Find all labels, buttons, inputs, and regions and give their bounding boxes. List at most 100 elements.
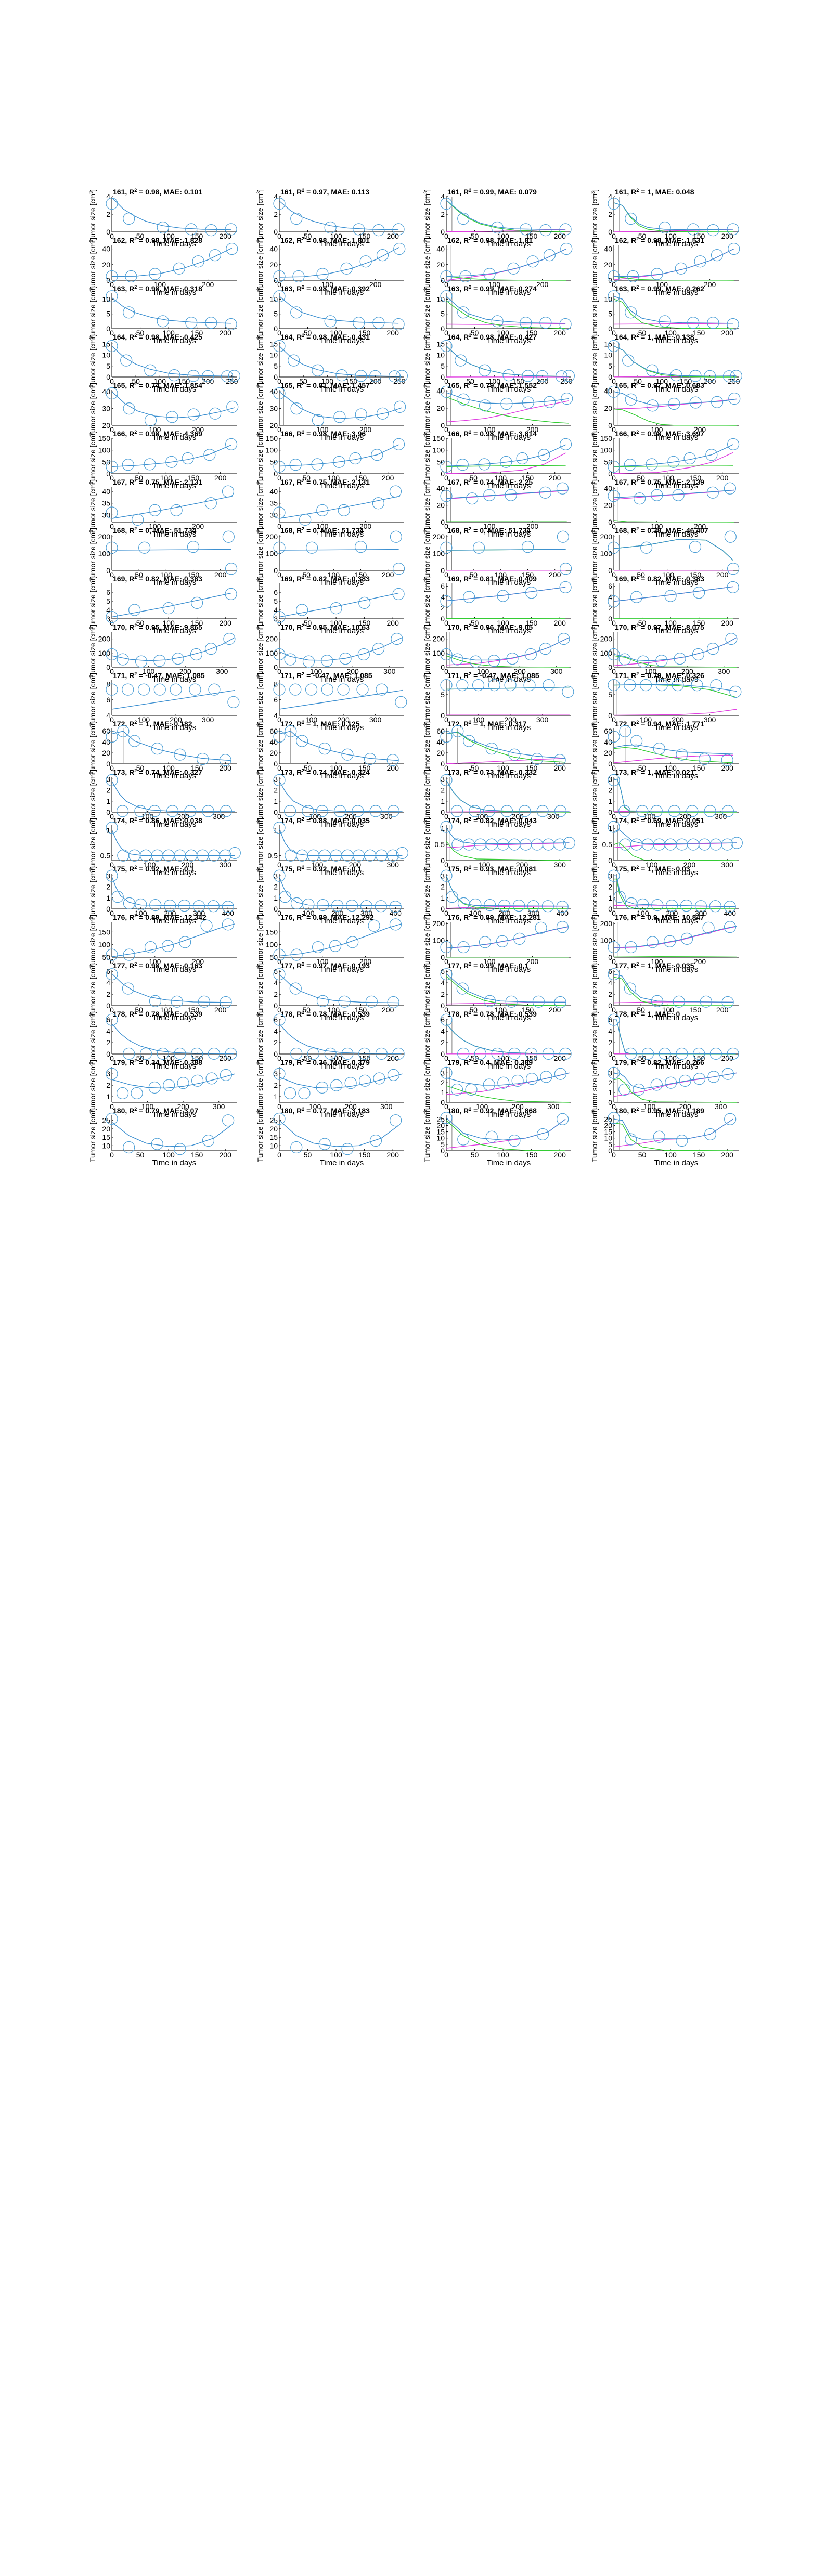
data-point — [106, 1013, 118, 1026]
panel-title: 170, R2 = 0.95, MAE: 9.865 — [113, 623, 202, 631]
x-axis-label: Time in days — [654, 868, 698, 877]
x-tick-label: 0 — [110, 522, 114, 530]
plot-area — [446, 922, 570, 958]
data-point — [360, 900, 373, 913]
x-tick-label: 200 — [220, 764, 232, 772]
fit-line — [112, 297, 231, 324]
data-point — [711, 396, 724, 408]
data-point — [693, 587, 705, 599]
y-tick-label: 40 — [269, 738, 278, 746]
x-axis-label: Time in days — [320, 627, 364, 635]
y-axis-label: Tumor size [cm3] — [256, 673, 264, 727]
data-point — [440, 869, 453, 882]
data-point — [165, 456, 178, 468]
panel-title: 180, R2 = 0.77, MAE: 3.183 — [280, 1107, 370, 1115]
y-tick-label: 4 — [274, 711, 278, 720]
x-tick-label: 0 — [444, 425, 448, 434]
y-tick-label: 3 — [608, 775, 612, 783]
fit-line — [112, 391, 235, 419]
panel-title: 175, R2 = 0.93, MAE: 0.081 — [447, 865, 537, 873]
x-tick-label: 300 — [213, 812, 225, 821]
data-point — [358, 1047, 371, 1060]
x-tick-label: 50 — [471, 764, 479, 772]
data-point — [457, 1047, 470, 1060]
data-point — [440, 460, 453, 473]
x-tick-label: 200 — [214, 474, 227, 482]
data-point — [123, 948, 135, 961]
data-point — [619, 725, 631, 737]
y-tick-label: 3 — [106, 1070, 110, 1078]
x-tick-label: 0 — [612, 667, 616, 675]
y-tick-label: 0 — [608, 373, 612, 381]
y-tick-label: 0 — [608, 228, 612, 236]
y-tick-label: 2 — [106, 786, 110, 795]
y-tick-label: 4 — [106, 1027, 110, 1035]
y-tick-label: 5 — [608, 362, 612, 370]
data-point — [376, 683, 388, 696]
y-axis-label: Tumor size [cm3] — [256, 286, 264, 340]
x-tick-label: 100 — [330, 764, 342, 772]
x-tick-label: 0 — [444, 522, 448, 530]
x-tick-label: 100 — [154, 377, 166, 385]
y-tick-label: 0 — [441, 856, 445, 865]
data-point — [560, 242, 573, 255]
x-tick-label: 150 — [693, 329, 705, 337]
panel-title: 174, R2 = 0.69, MAE: 0.051 — [615, 816, 704, 825]
fit-line — [112, 549, 231, 551]
x-tick-label: 200 — [554, 619, 566, 627]
x-tick-label: 100 — [497, 329, 509, 337]
data-point — [189, 683, 201, 696]
panel-title: 164, R2 = 0.98, MAE: 0.427 — [447, 333, 537, 341]
y-tick-label: 2 — [274, 1081, 278, 1089]
y-tick-label: 0 — [608, 905, 612, 913]
x-tick-label: 100 — [321, 280, 334, 289]
panel-title: 170, R2 = 0.96, MAE: 9.05 — [447, 623, 533, 631]
panel-title: 163, R2 = 0.99, MAE: 0.274 — [447, 284, 537, 293]
panel-title: 176, R2 = 0.89, MAE: 12.281 — [447, 913, 541, 921]
x-tick-label: 100 — [643, 1102, 656, 1111]
data-point — [676, 748, 688, 761]
x-axis-label: Time in days — [320, 1062, 364, 1071]
x-tick-label: 200 — [549, 570, 561, 579]
resistant-component-line — [446, 490, 567, 500]
x-tick-label: 200 — [359, 522, 372, 530]
sensitive-component-line — [614, 298, 733, 329]
x-tick-label: 200 — [721, 764, 734, 772]
data-point — [273, 460, 286, 473]
y-tick-label: 4 — [106, 979, 110, 987]
y-tick-label: 0 — [441, 324, 445, 333]
x-tick-label: 50 — [304, 764, 312, 772]
x-tick-label: 0 — [110, 1151, 114, 1159]
y-tick-label: 6 — [106, 1016, 110, 1024]
data-point — [618, 805, 631, 817]
x-tick-label: 200 — [721, 232, 734, 240]
data-point — [557, 530, 569, 543]
data-point — [390, 1114, 402, 1127]
panel-title: 172, R2 = 0.94, MAE: 1.771 — [615, 720, 704, 728]
y-tick-label: 1 — [106, 826, 110, 835]
data-point — [157, 1047, 169, 1060]
data-point — [205, 317, 217, 329]
data-point — [106, 648, 118, 661]
x-tick-label: 0 — [277, 474, 281, 482]
data-point — [451, 725, 464, 737]
y-axis-label: Tumor size [cm3] — [423, 866, 431, 920]
data-point — [285, 725, 297, 737]
data-point — [704, 805, 716, 817]
data-point — [369, 1134, 382, 1147]
data-point — [502, 369, 515, 382]
panel-title: 168, R2 = 0, MAE: 51.734 — [280, 526, 364, 535]
y-tick-label: 3 — [274, 775, 278, 783]
x-tick-label: 0 — [444, 715, 448, 724]
y-tick-label: 0 — [274, 1050, 278, 1058]
x-tick-label: 0 — [612, 425, 616, 434]
panel-title: 166, R2 = 0.98, MAE: 3.697 — [615, 430, 704, 438]
data-point — [463, 735, 475, 747]
fit-line — [279, 974, 399, 1004]
x-axis-label: Time in days — [487, 1062, 531, 1071]
sensitive-component-line — [446, 732, 566, 763]
data-point — [466, 492, 479, 505]
data-point — [368, 919, 380, 932]
